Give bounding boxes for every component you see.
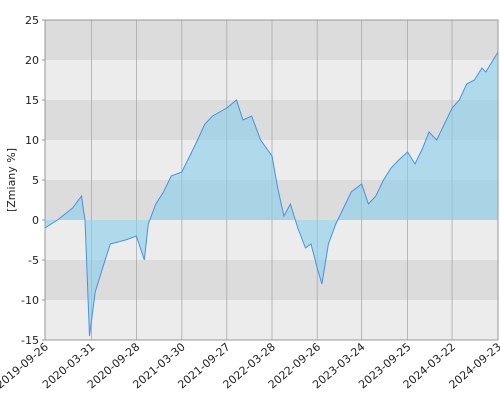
grid-band — [45, 100, 498, 140]
y-tick-label: 25 — [25, 14, 39, 27]
y-tick-label: 10 — [25, 134, 39, 147]
grid-band — [45, 260, 498, 300]
plot-border — [44, 19, 499, 341]
y-tick-label: 20 — [25, 54, 39, 67]
y-tick-label: -15 — [21, 334, 39, 347]
y-tick-label: 15 — [25, 94, 39, 107]
y-tick-label: -10 — [21, 294, 39, 307]
y-tick-label: 5 — [32, 174, 39, 187]
grid-band — [45, 300, 498, 340]
y-tick-label: 0 — [32, 214, 39, 227]
y-tick-label: -5 — [28, 254, 39, 267]
y-axis-label: [Zmiany %] — [5, 148, 18, 212]
grid-band — [45, 60, 498, 100]
area-fill — [45, 52, 498, 336]
line — [44, 51, 499, 337]
grid-band — [45, 20, 498, 60]
